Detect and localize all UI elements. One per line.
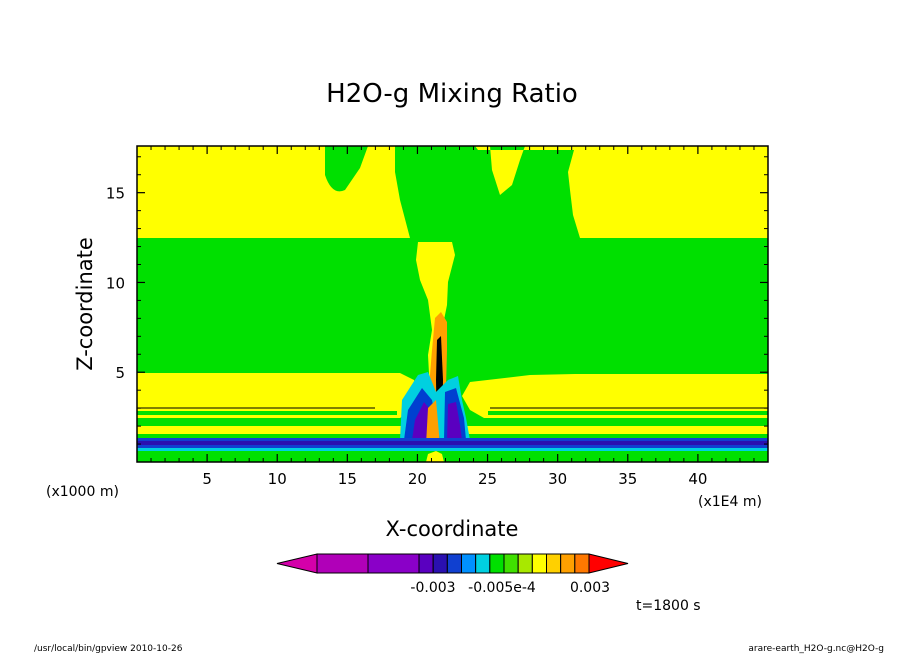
colorbar-cell [316, 553, 369, 574]
x-axis-ticks: 5 10 15 20 25 30 35 40 [202, 146, 707, 488]
colorbar-cell [418, 553, 434, 574]
colorbar-label-mid: -0.005e-4 [468, 580, 536, 596]
contour-band-blue [137, 445, 768, 448]
colorbar-cell [574, 553, 590, 574]
x-tick-label: 40 [688, 470, 707, 488]
colorbar-cell [367, 553, 420, 574]
contour-plume-orange-low [426, 400, 440, 445]
contour-band-blue-dark [137, 438, 768, 441]
contour-negative-inner-right [447, 402, 462, 440]
x-tick-label: 30 [548, 470, 567, 488]
colorbar-cell [560, 553, 576, 574]
colorbar-cell [489, 553, 505, 574]
x-tick-label: 20 [408, 470, 427, 488]
contour-thin-green-right [488, 411, 768, 415]
y-tick-label: 15 [106, 185, 125, 203]
x-axis-label: X-coordinate [386, 517, 519, 541]
colorbar-cell [461, 553, 477, 574]
y-axis-ticks: 5 10 15 [106, 185, 768, 382]
colorbar-cell [446, 553, 463, 574]
x-tick-label: 25 [478, 470, 497, 488]
contour-upper-band-right [475, 146, 768, 238]
y-axis-label: Z-coordinate [73, 237, 97, 371]
colorbar-cell [503, 553, 519, 574]
y-unit-label: (x1000 m) [46, 484, 119, 500]
plot-frame [136, 145, 769, 463]
colorbar-cells [276, 553, 629, 574]
colorbar-cell [517, 553, 533, 574]
contour-low-band-right [462, 374, 768, 418]
colorbar-cell [546, 553, 562, 574]
y-tick-label: 10 [106, 274, 125, 292]
x-tick-label: 15 [338, 470, 357, 488]
contour-thin-green-left [137, 411, 397, 415]
time-annotation: t=1800 s [636, 598, 701, 614]
contour-band-bottom-green [137, 451, 768, 462]
contour-upper-band-left [137, 146, 410, 238]
x-tick-label: 10 [268, 470, 287, 488]
minor-ticks [137, 146, 768, 462]
contour-low-band-left [137, 373, 420, 418]
x-unit-label: (x1E4 m) [698, 494, 762, 510]
colorbar-label-neg: -0.003 [410, 580, 455, 596]
colorbar-arrow-high [588, 553, 629, 574]
colorbar-label-pos: 0.003 [570, 580, 610, 596]
x-tick-label: 5 [202, 470, 212, 488]
colorbar-arrow-low [276, 553, 318, 574]
chart-title: H2O-g Mixing Ratio [326, 79, 578, 109]
contour-band-navy [137, 441, 768, 445]
contour-plume-yellow [416, 242, 455, 392]
x-tick-label: 35 [618, 470, 637, 488]
colorbar-cell [475, 553, 491, 574]
footer-left: /usr/local/bin/gpview 2010-10-26 [34, 644, 183, 654]
colorbar-cell [432, 553, 448, 574]
contour-surface-blob [426, 451, 444, 462]
contour-band-cyan [137, 448, 768, 451]
plot-area: 5 10 15 20 25 30 35 40 5 10 15 [106, 145, 769, 488]
footer-right: arare-earth_H2O-g.nc@H2O-g [748, 644, 884, 654]
colorbar-cell [531, 553, 547, 574]
colorbar: -0.003 -0.005e-4 0.003 [276, 553, 629, 596]
y-tick-label: 5 [115, 364, 125, 382]
